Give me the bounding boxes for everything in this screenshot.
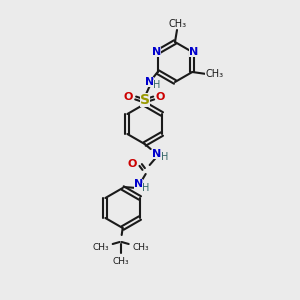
Text: CH₃: CH₃ <box>132 242 149 251</box>
Text: H: H <box>161 152 168 162</box>
Text: H: H <box>142 183 149 193</box>
Text: O: O <box>128 159 137 169</box>
Text: N: N <box>134 179 143 189</box>
Text: N: N <box>145 77 154 87</box>
Text: O: O <box>156 92 165 102</box>
Text: CH₃: CH₃ <box>112 256 129 266</box>
Text: N: N <box>152 47 161 57</box>
Text: CH₃: CH₃ <box>205 69 224 79</box>
Text: N: N <box>189 47 198 57</box>
Text: CH₃: CH₃ <box>169 19 187 29</box>
Text: O: O <box>124 92 134 102</box>
Text: S: S <box>140 93 150 107</box>
Text: H: H <box>153 80 160 90</box>
Text: N: N <box>152 149 161 159</box>
Text: CH₃: CH₃ <box>92 242 109 251</box>
